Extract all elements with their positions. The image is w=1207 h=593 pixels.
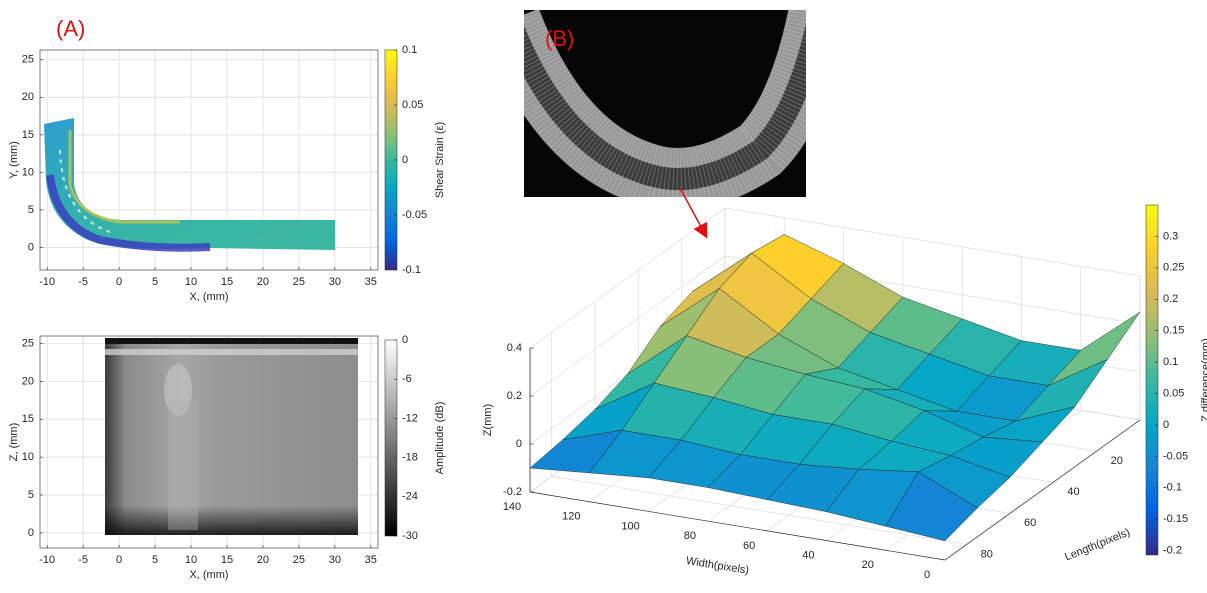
z-tick-label: -0.2 [503, 486, 522, 498]
x-tick-label: 35 [365, 276, 377, 288]
colorbar-tick-label: -0.2 [1163, 545, 1182, 557]
page: {"panel_labels": ["(A)", "(B)"], "chart_… [0, 0, 1207, 593]
colorbar-tick-label: -24 [402, 491, 418, 503]
colorbar-tick-label: -0.05 [1163, 450, 1188, 462]
colorbar-label: Z difference(mm) [1200, 338, 1207, 422]
colorbar-tick-label: 0.1 [402, 44, 417, 56]
x-axis-label: X, (mm) [189, 569, 228, 581]
colorbar-label: Shear Strain (ε) [434, 122, 446, 198]
colorbar-tick-label: 0.15 [1163, 325, 1184, 337]
y-tick-label: 15 [22, 413, 34, 425]
colorbar-tick-label: 0.25 [1163, 262, 1184, 274]
z-axis-label: Z(mm) [482, 404, 494, 436]
colorbar-tick-label: 0.2 [1163, 293, 1178, 305]
x-tick-label: 35 [365, 554, 377, 566]
y-tick-label: 80 [981, 548, 993, 560]
x-tick-label: 100 [621, 520, 639, 532]
y-tick-label: 10 [22, 166, 34, 178]
x-tick-label: 60 [743, 540, 755, 552]
y-axis-label: Y, (mm) [8, 141, 20, 179]
colorbar-tick-label: 0.05 [402, 99, 423, 111]
x-tick-label: 40 [802, 549, 814, 561]
x-tick-label: 10 [185, 276, 197, 288]
y-tick-label: 25 [22, 54, 34, 66]
colorbar-tick-label: -0.1 [402, 264, 421, 276]
x-tick-label: 25 [293, 554, 305, 566]
colorbar-tick-label: -0.1 [1163, 482, 1182, 494]
x-tick-label: 30 [329, 554, 341, 566]
y-tick-label: 40 [1067, 486, 1079, 498]
x-tick-label: 20 [257, 554, 269, 566]
x-tick-label: 140 [503, 501, 521, 513]
x-tick-label: 25 [293, 276, 305, 288]
colorbar-tick-label: -18 [402, 452, 418, 464]
y-axis-label: Z, (mm) [8, 423, 20, 461]
colorbar-tick-label: 0 [1163, 419, 1169, 431]
x-tick-label: -5 [78, 276, 88, 288]
y-tick-label: 25 [22, 337, 34, 349]
colorbar-tick-label: -0.05 [402, 209, 427, 221]
colorbar-tick-label: -12 [402, 412, 418, 424]
y-axis-label: Length(pixels) [1063, 526, 1132, 563]
x-tick-label: 10 [185, 554, 197, 566]
z-tick-label: 0.2 [507, 390, 522, 402]
x-tick-label: 0 [116, 554, 122, 566]
colorbar-tick-label: -6 [402, 373, 412, 385]
x-tick-label: 15 [221, 276, 233, 288]
cscan-image [105, 338, 358, 535]
x-tick-label: 5 [152, 276, 158, 288]
x-tick-label: 30 [329, 276, 341, 288]
z-tick-label: 0.4 [507, 342, 522, 354]
y-tick-label: 20 [22, 91, 34, 103]
y-tick-label: 20 [1111, 455, 1123, 467]
colorbar [385, 340, 397, 536]
figure: (A) (B) -10 -5 0 5 10 15 20 25 30 35 0 5 10 15 20 25 X, … [0, 0, 1207, 593]
x-tick-label: 0 [116, 276, 122, 288]
x-tick-label: 20 [862, 559, 874, 571]
x-tick-label: 5 [152, 554, 158, 566]
y-tick-label: 5 [28, 489, 34, 501]
y-tick-label: 10 [22, 451, 34, 463]
colorbar [1146, 205, 1158, 555]
x-tick-label: 0 [924, 569, 930, 581]
colorbar-tick-label: -0.15 [1163, 513, 1188, 525]
colorbar-tick-label: 0 [402, 334, 408, 346]
y-tick-label: 20 [22, 375, 34, 387]
x-tick-label: -5 [78, 554, 88, 566]
panel-label: (A) [56, 16, 85, 41]
x-axis-label: X, (mm) [189, 291, 228, 303]
y-tick-label: 0 [28, 241, 34, 253]
strain-field [44, 118, 335, 250]
x-tick-label: 120 [562, 511, 580, 523]
y-tick-label: 0 [28, 527, 34, 539]
colorbar-tick-label: 0.05 [1163, 387, 1184, 399]
y-tick-label: 60 [1024, 517, 1036, 529]
x-tick-label: -10 [39, 276, 55, 288]
colorbar-tick-label: 0.1 [1163, 356, 1178, 368]
colorbar-tick-label: -30 [402, 530, 418, 542]
colorbar-label: Amplitude (dB) [434, 402, 446, 475]
x-tick-label: 20 [257, 276, 269, 288]
colorbar-tick-label: 0 [402, 154, 408, 166]
colorbar-tick-label: 0.3 [1163, 230, 1178, 242]
z-tick-label: 0 [516, 438, 522, 450]
x-tick-label: 80 [684, 530, 696, 542]
x-tick-label: -10 [39, 554, 55, 566]
y-tick-label: 15 [22, 129, 34, 141]
x-axis-label: Width(pixels) [685, 555, 750, 577]
x-tick-label: 15 [221, 554, 233, 566]
panel-label: (B) [545, 26, 574, 51]
y-tick-label: 5 [28, 204, 34, 216]
